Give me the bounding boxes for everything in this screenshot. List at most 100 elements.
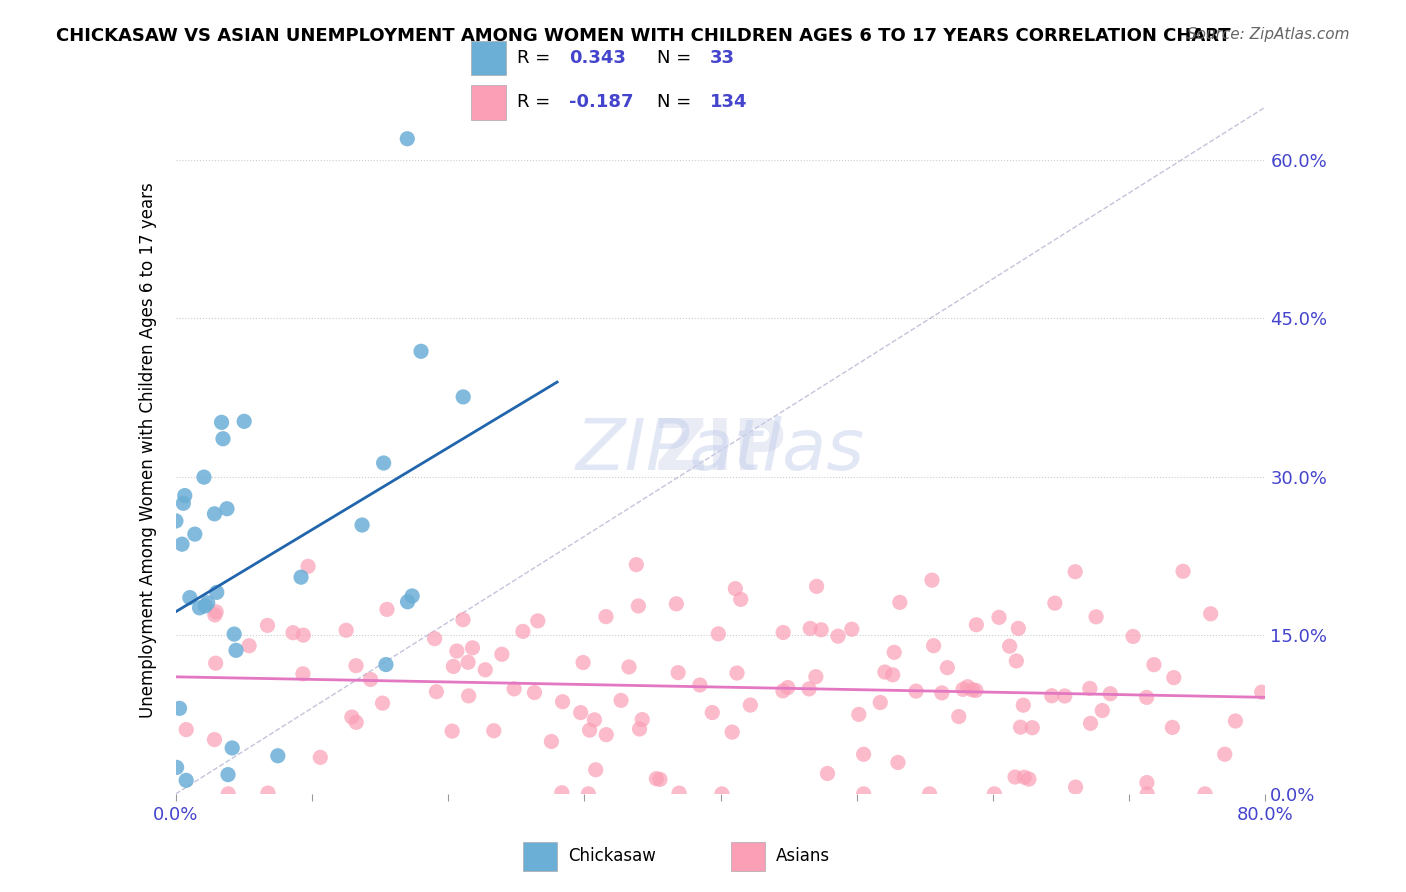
Asians [1163,671,1185,685]
Asians [665,597,688,611]
Asians [1085,609,1108,624]
Chickasaw [197,596,219,610]
Asians [457,689,479,703]
Asians [804,670,827,684]
Asians [965,683,987,698]
Chickasaw [401,589,423,603]
Asians [523,685,546,699]
Asians [297,559,319,574]
Asians [474,663,496,677]
FancyBboxPatch shape [471,86,506,120]
Asians [1136,690,1159,705]
Asians [344,715,367,730]
Asians [965,617,987,632]
Asians [423,632,446,646]
Asians [256,618,278,632]
Text: N =: N = [658,49,697,67]
Text: R =: R = [517,93,555,111]
Asians [1213,747,1236,762]
Chickasaw [233,414,256,428]
Asians [626,558,648,572]
Chickasaw [352,518,374,533]
Asians [371,696,394,710]
Asians [666,665,689,680]
Asians [1053,689,1076,703]
Chickasaw [173,489,195,503]
Asians [1161,721,1184,735]
Asians [776,681,799,695]
Asians [852,747,875,762]
Asians [360,673,382,687]
Chickasaw [170,537,193,551]
Asians [772,625,794,640]
Asians [1225,714,1247,728]
Asians [491,647,513,661]
Asians [810,623,832,637]
Asians [628,722,651,736]
Asians [948,709,970,723]
Asians [425,684,447,698]
Chickasaw [172,496,194,510]
Asians [572,656,595,670]
Asians [689,678,711,692]
Asians [257,786,280,800]
Asians [998,639,1021,653]
Asians [631,713,654,727]
Asians [610,693,633,707]
Asians [1080,716,1102,731]
Asians [721,725,744,739]
Asians [1064,780,1087,794]
Asians [725,666,748,681]
Text: N =: N = [658,93,697,111]
Asians [1012,698,1035,713]
Chickasaw [194,599,217,613]
Chickasaw [193,470,215,484]
Asians [1005,654,1028,668]
Asians [1040,689,1063,703]
Asians [817,766,839,780]
Asians [1012,770,1035,784]
Chickasaw [224,627,246,641]
FancyBboxPatch shape [731,842,765,871]
Asians [799,622,821,636]
Asians [702,706,724,720]
Asians [205,605,228,619]
Asians [707,627,730,641]
Asians [1091,704,1114,718]
Text: Chickasaw: Chickasaw [568,847,655,865]
Asians [512,624,534,639]
Asians [956,680,979,694]
Asians [1004,770,1026,784]
Chickasaw [165,514,187,528]
Asians [962,682,984,697]
Asians [1010,720,1032,734]
Asians [617,660,640,674]
Asians [551,786,574,800]
Asians [806,579,828,593]
Asians [569,706,592,720]
Asians [457,655,479,669]
Y-axis label: Unemployment Among Women with Children Ages 6 to 17 years: Unemployment Among Women with Children A… [139,183,157,718]
Asians [645,772,668,786]
Asians [1250,685,1272,699]
Asians [627,599,650,613]
Asians [461,640,484,655]
Asians [551,695,574,709]
Asians [217,787,239,801]
Asians [204,607,226,622]
Asians [1007,621,1029,635]
Asians [340,710,363,724]
Asians [668,786,690,800]
Chickasaw [184,527,207,541]
Text: Source: ZipAtlas.com: Source: ZipAtlas.com [1187,27,1350,42]
Asians [952,682,974,697]
Chickasaw [204,507,226,521]
Chickasaw [221,741,243,756]
Asians [526,614,548,628]
Asians [841,622,863,636]
Asians [905,684,928,698]
Asians [988,610,1011,624]
Asians [585,763,607,777]
Chickasaw [188,600,211,615]
Asians [883,645,905,659]
